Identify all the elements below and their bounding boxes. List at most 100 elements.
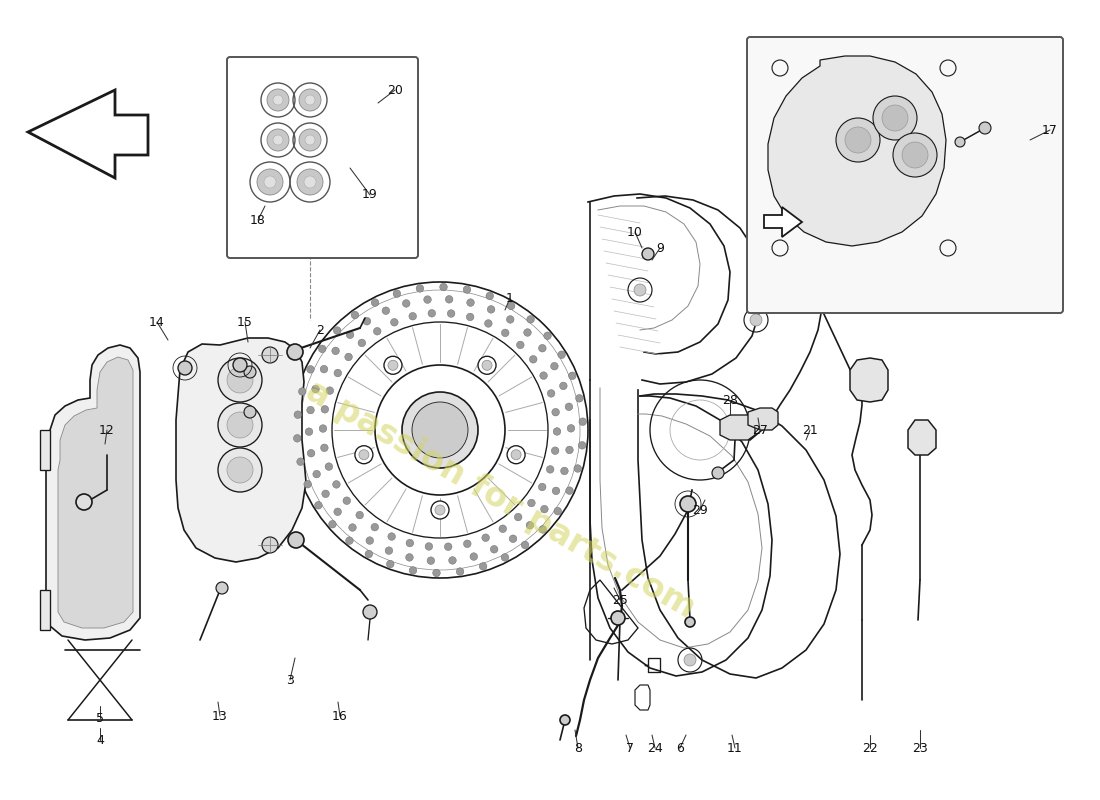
Circle shape: [406, 554, 414, 561]
Circle shape: [539, 526, 547, 534]
Circle shape: [539, 345, 546, 352]
Circle shape: [371, 299, 378, 306]
Circle shape: [371, 523, 378, 531]
Circle shape: [402, 392, 478, 468]
Circle shape: [319, 425, 327, 432]
Circle shape: [307, 406, 315, 414]
Circle shape: [307, 450, 315, 457]
Circle shape: [526, 522, 534, 529]
Circle shape: [409, 313, 417, 320]
Circle shape: [440, 283, 448, 291]
Circle shape: [529, 355, 537, 363]
Circle shape: [553, 428, 561, 435]
Circle shape: [262, 537, 278, 553]
Circle shape: [267, 129, 289, 151]
Circle shape: [359, 450, 369, 460]
Circle shape: [561, 467, 569, 474]
Circle shape: [487, 306, 495, 313]
Text: 14: 14: [150, 315, 165, 329]
Circle shape: [273, 95, 283, 105]
Circle shape: [424, 296, 431, 303]
Circle shape: [403, 300, 410, 307]
Circle shape: [305, 135, 315, 145]
Circle shape: [329, 521, 337, 528]
Circle shape: [267, 89, 289, 111]
Circle shape: [432, 569, 440, 577]
Circle shape: [434, 505, 446, 515]
Text: 7: 7: [626, 742, 634, 754]
Circle shape: [365, 550, 373, 558]
Circle shape: [478, 356, 496, 374]
Text: 24: 24: [647, 742, 663, 754]
Circle shape: [955, 137, 965, 147]
Text: 2: 2: [316, 323, 323, 337]
Text: 28: 28: [722, 394, 738, 406]
FancyBboxPatch shape: [747, 37, 1063, 313]
Circle shape: [466, 313, 474, 321]
Text: 15: 15: [238, 315, 253, 329]
Circle shape: [480, 562, 487, 570]
Circle shape: [552, 487, 560, 494]
Circle shape: [750, 314, 762, 326]
Circle shape: [814, 290, 830, 306]
Circle shape: [524, 329, 531, 336]
Circle shape: [463, 286, 471, 294]
Polygon shape: [40, 430, 49, 470]
Circle shape: [486, 292, 494, 300]
Circle shape: [320, 444, 328, 452]
Circle shape: [449, 557, 456, 564]
Circle shape: [373, 327, 381, 335]
Circle shape: [574, 465, 582, 472]
Text: 17: 17: [1042, 123, 1058, 137]
Circle shape: [332, 347, 340, 354]
Circle shape: [363, 605, 377, 619]
Circle shape: [521, 541, 529, 549]
Circle shape: [332, 481, 340, 488]
Circle shape: [873, 96, 917, 140]
Circle shape: [642, 248, 654, 260]
Circle shape: [685, 617, 695, 627]
Text: 8: 8: [574, 742, 582, 754]
Circle shape: [502, 554, 509, 561]
Circle shape: [565, 403, 573, 410]
Circle shape: [312, 470, 320, 478]
Circle shape: [543, 332, 551, 339]
Circle shape: [575, 394, 583, 402]
Circle shape: [346, 331, 354, 338]
Circle shape: [634, 284, 646, 296]
Circle shape: [385, 547, 393, 554]
Text: 25: 25: [612, 594, 628, 606]
Circle shape: [390, 318, 398, 326]
Circle shape: [540, 372, 548, 379]
Circle shape: [334, 508, 341, 515]
Circle shape: [218, 403, 262, 447]
Text: 4: 4: [96, 734, 103, 746]
Circle shape: [836, 118, 880, 162]
Circle shape: [358, 339, 365, 346]
Text: 3: 3: [286, 674, 294, 686]
Circle shape: [262, 347, 278, 363]
Polygon shape: [176, 338, 306, 562]
Circle shape: [548, 390, 554, 398]
Circle shape: [680, 496, 696, 512]
Circle shape: [244, 366, 256, 378]
Circle shape: [507, 302, 515, 310]
Circle shape: [502, 329, 509, 337]
FancyBboxPatch shape: [227, 57, 418, 258]
Text: 21: 21: [802, 423, 818, 437]
Circle shape: [304, 481, 311, 488]
Circle shape: [294, 434, 301, 442]
Circle shape: [551, 362, 558, 370]
Circle shape: [227, 457, 253, 483]
Circle shape: [384, 356, 402, 374]
Text: 11: 11: [727, 742, 742, 754]
Circle shape: [382, 307, 389, 314]
Text: 16: 16: [332, 710, 348, 722]
Circle shape: [299, 89, 321, 111]
Circle shape: [517, 341, 524, 349]
Circle shape: [344, 353, 352, 361]
Text: 18: 18: [250, 214, 266, 226]
Circle shape: [568, 425, 575, 432]
Circle shape: [343, 497, 351, 505]
Circle shape: [444, 543, 452, 550]
